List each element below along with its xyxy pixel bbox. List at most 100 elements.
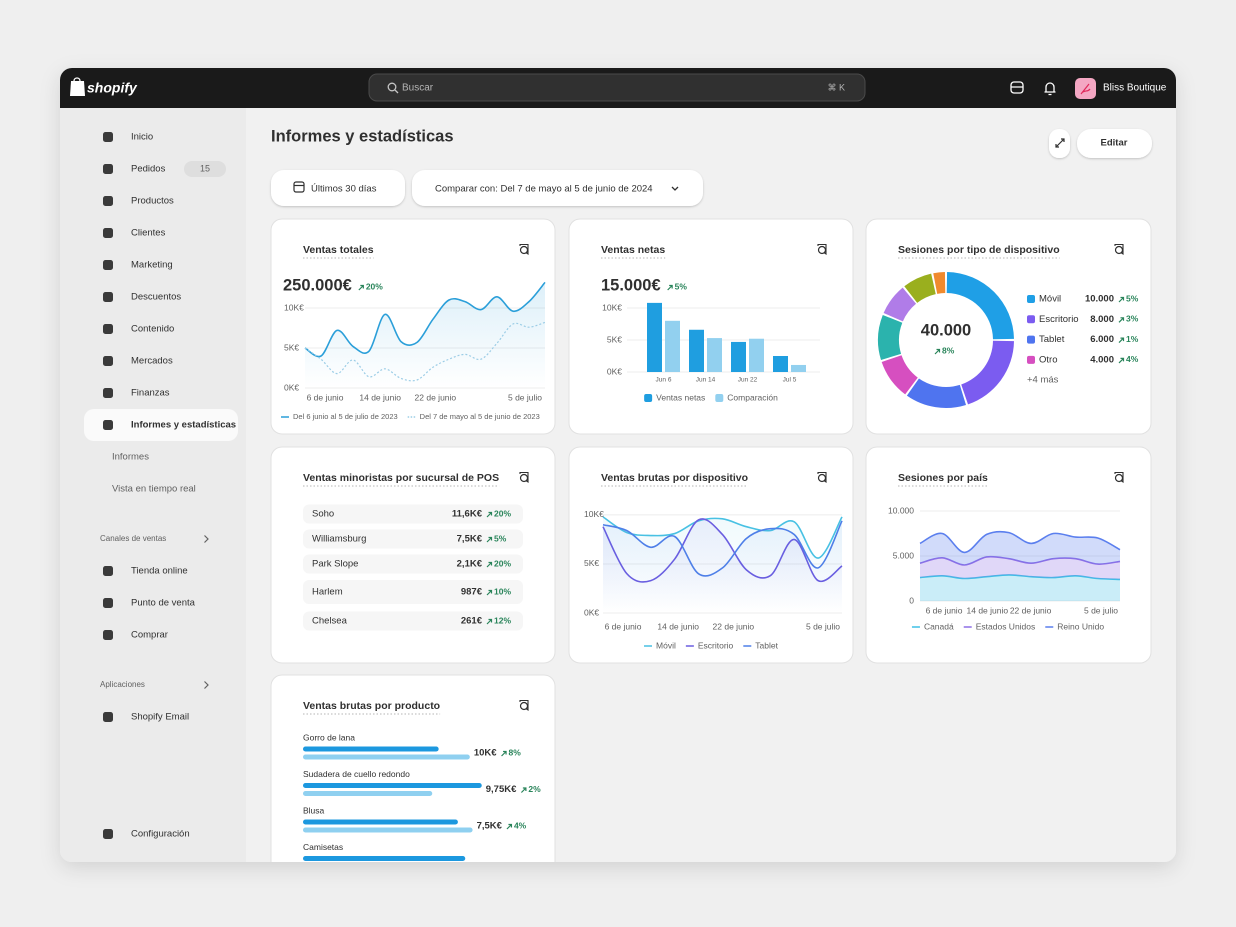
- nav-item[interactable]: Punto de venta: [131, 598, 196, 609]
- nav-icon: [103, 228, 113, 238]
- nav-icon: [103, 356, 113, 366]
- nav-item[interactable]: Tienda online: [131, 566, 188, 577]
- x-tick-label: 22 de junio: [415, 392, 457, 402]
- metric-value: 250.000€: [283, 276, 352, 294]
- donut-segment: [904, 273, 936, 303]
- nav-item[interactable]: Comprar: [131, 630, 168, 641]
- date-button[interactable]: [271, 170, 405, 206]
- x-tick-label: Jun 6: [656, 377, 672, 384]
- nav-item[interactable]: Pedidos: [131, 164, 166, 175]
- bell-icon[interactable]: [1044, 82, 1056, 96]
- bar: [303, 856, 466, 861]
- legend-swatch: [644, 394, 653, 402]
- change: 3%: [1126, 314, 1139, 324]
- row-value: 11,6K€: [452, 509, 483, 520]
- row-name: Park Slope: [312, 559, 358, 570]
- series-line: [304, 321, 546, 382]
- bar: [303, 754, 470, 760]
- series-line: [304, 281, 546, 358]
- row-name: Chelsea: [312, 616, 348, 627]
- nav-item[interactable]: Contenido: [131, 324, 174, 335]
- edit-label[interactable]: Editar: [1101, 138, 1128, 149]
- subnav-item[interactable]: Informes: [112, 452, 149, 463]
- nav-item[interactable]: Marketing: [131, 260, 173, 271]
- edit-button[interactable]: [1077, 129, 1152, 158]
- nav-icon: [103, 196, 113, 206]
- y-tick-label: 10.000: [888, 505, 914, 515]
- change: 4%: [514, 820, 527, 830]
- change: 10%: [494, 586, 511, 596]
- section-title[interactable]: Aplicaciones: [100, 680, 145, 689]
- row-value: 261€: [461, 616, 483, 627]
- section-title[interactable]: Canales de ventas: [100, 534, 166, 543]
- change: 4%: [1126, 354, 1139, 364]
- row-value: 2,1K€: [457, 559, 483, 570]
- trend-arrow: [486, 511, 493, 518]
- bar: [773, 356, 788, 372]
- change: 5%: [494, 533, 507, 543]
- nav-icon: [103, 132, 113, 142]
- expand-icon: [1055, 138, 1065, 148]
- page-title: Informes y estadísticas: [271, 127, 454, 145]
- bar: [303, 791, 433, 796]
- legend: Canadá Estados Unidos Reino Unido: [911, 621, 1104, 631]
- series-line: [919, 574, 1121, 581]
- nav-item[interactable]: Configuración: [131, 829, 190, 840]
- row-value: 987€: [461, 587, 483, 598]
- x-tick-label: Jun 14: [696, 377, 716, 384]
- series-line: [919, 530, 1121, 554]
- change: 8%: [942, 345, 955, 355]
- card-title: Sesiones por tipo de dispositivo: [898, 244, 1060, 256]
- x-tick-label: 5 de julio: [806, 621, 840, 631]
- card-title: Ventas brutas por producto: [303, 700, 440, 712]
- legend-swatch: [1027, 335, 1035, 344]
- store-name[interactable]: Bliss Boutique: [1103, 83, 1167, 94]
- y-tick-label: 10K€: [602, 302, 622, 312]
- stacked-area: [920, 574, 1120, 601]
- legend-label: Del 7 de mayo al 5 de junio de 2023: [420, 412, 540, 421]
- y-tick-label: 5.000: [893, 550, 915, 560]
- bar: [731, 341, 746, 372]
- nav-item[interactable]: Shopify Email: [131, 712, 189, 723]
- nav-icon: [103, 829, 113, 839]
- change: 2%: [528, 784, 541, 794]
- nav-item[interactable]: Clientes: [131, 228, 166, 239]
- donut-segment: [933, 272, 946, 294]
- compare-button[interactable]: [412, 170, 703, 206]
- card-title: Ventas minoristas por sucursal de POS: [303, 472, 499, 484]
- search-icon: [394, 89, 399, 94]
- card-menu-icon: [519, 471, 529, 483]
- trend-arrow: [486, 618, 493, 625]
- nav-item[interactable]: Inicio: [131, 132, 153, 143]
- trend-arrow: [1118, 357, 1125, 364]
- sidebar: [60, 108, 246, 862]
- subnav-item[interactable]: Vista en tiempo real: [112, 484, 196, 495]
- nav-item[interactable]: Productos: [131, 196, 174, 207]
- legend-swatch: [1027, 355, 1035, 364]
- nav-icon: [103, 388, 113, 398]
- legend: Del 6 junio al 5 de julio de 2023 Del 7 d…: [281, 412, 540, 421]
- trend-arrow: [934, 348, 941, 355]
- bar: [689, 329, 704, 372]
- product-sales: 7,5K€: [477, 821, 503, 832]
- change: 1%: [1126, 334, 1139, 344]
- series-line: [919, 555, 1121, 566]
- nav-icon: [103, 324, 113, 334]
- change: 20%: [494, 508, 511, 518]
- search-box[interactable]: [368, 73, 866, 102]
- compare-label[interactable]: Comparar con: Del 7 de mayo al 5 de juni…: [435, 184, 653, 195]
- legend-more: +4 más: [1027, 375, 1059, 386]
- x-tick-label: 6 de junio: [926, 605, 963, 615]
- nav-item[interactable]: Informes y estadísticas: [131, 420, 236, 431]
- table-row: [303, 580, 523, 604]
- nav-item[interactable]: Descuentos: [131, 292, 181, 303]
- product-sales: 10K€: [474, 748, 497, 759]
- card-title: Ventas netas: [601, 244, 665, 256]
- nav-item[interactable]: Finanzas: [131, 388, 170, 399]
- y-tick-label: 0: [909, 595, 914, 605]
- date-label[interactable]: Últimos 30 días: [311, 184, 377, 195]
- x-tick-label: 14 de junio: [657, 621, 699, 631]
- nav-item[interactable]: Mercados: [131, 356, 173, 367]
